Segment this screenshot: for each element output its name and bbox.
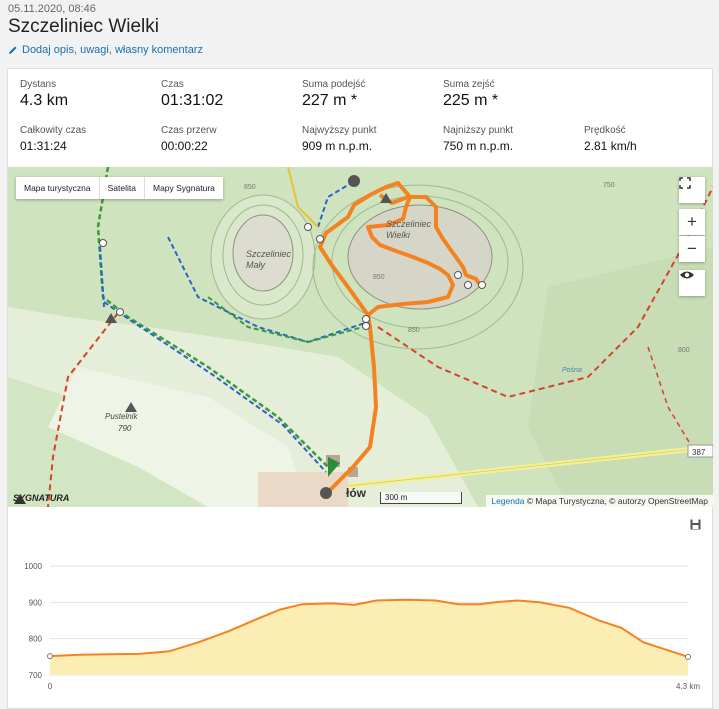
stat-item: Suma podejść 227 m * [302, 79, 442, 110]
x-tick-label: 4.3 km [676, 682, 700, 691]
add-description-label: Dodaj opis, uwagi, własny komentarz [22, 44, 203, 56]
zoom-in-button[interactable]: + [679, 209, 705, 235]
stat-label: Suma zejść [443, 79, 495, 90]
stat-item: Czas przerw 00:00:22 [161, 125, 301, 153]
stat-item: Najwyższy punkt 909 m n.p.m. [302, 125, 442, 153]
y-tick-label: 900 [29, 598, 43, 607]
map-tab-2[interactable]: Mapy Sygnatura [152, 183, 215, 193]
start-flag-icon [328, 457, 340, 477]
save-chart-button[interactable] [690, 519, 701, 533]
brand-label: SYGNATURA [13, 493, 70, 503]
stat-label: Dystans [20, 79, 57, 90]
peak-icon [105, 313, 117, 323]
label-contour: 750 [603, 182, 615, 189]
y-tick-label: 700 [29, 671, 43, 680]
label-szczeliniec-maly: Szczeliniec Mały [246, 249, 292, 270]
map-attribution: Legenda © Mapa Turystyczna, © autorzy Op… [486, 495, 713, 507]
sygnatura-logo-icon [14, 494, 26, 504]
fullscreen-button[interactable] [679, 177, 705, 203]
legend-link[interactable]: Legenda [491, 496, 525, 506]
map-scale: 300 m [380, 492, 462, 504]
stat-label: Prędkość [584, 125, 626, 136]
stat-label: Najwyższy punkt [302, 125, 377, 136]
y-tick-label: 1000 [24, 562, 42, 571]
attribution-text: © Mapa Turystyczna, © autorzy OpenStreet… [526, 496, 708, 506]
stat-item: Prędkość 2.81 km/h [584, 125, 719, 153]
stat-value: 01:31:02 [161, 92, 224, 109]
activity-card: Dystans 4.3 km Czas 01:31:02 Suma podejść 227… [7, 68, 713, 709]
peak-icon [125, 402, 137, 412]
stat-item: Całkowity czas 01:31:24 [20, 125, 160, 153]
end-point [685, 653, 691, 660]
stat-value: 2.81 km/h [584, 139, 637, 153]
zoom-out-button[interactable]: − [679, 236, 705, 262]
map-canvas[interactable]: Szczeliniec Mały Szczeliniec Wielki Pustel… [8, 167, 713, 507]
elevation-area [50, 599, 688, 675]
stat-item: Dystans 4.3 km [20, 79, 160, 110]
map-tab-1[interactable]: Satelita [100, 177, 145, 199]
stat-item: Czas 01:31:02 [161, 79, 301, 110]
stat-value: 227 m * [302, 92, 358, 109]
pencil-icon [9, 46, 17, 54]
eye-icon [680, 271, 694, 279]
stat-item: Najniższy punkt 750 m n.p.m. [443, 125, 583, 153]
stat-label: Czas [161, 79, 184, 90]
stat-label: Suma podejść [302, 79, 366, 90]
activity-date: 05.11.2020, 08:46 [8, 3, 96, 15]
route-map[interactable]: Szczeliniec Mały Szczeliniec Wielki Pustel… [8, 167, 713, 507]
stat-value: 01:31:24 [20, 139, 67, 153]
stat-item: Suma zejść 225 m * [443, 79, 583, 110]
label-pustelnik: Pustelnik [105, 412, 138, 421]
stat-label: Czas przerw [161, 125, 217, 136]
label-contour: 850 [408, 327, 420, 334]
stat-value: 909 m n.p.m. [302, 139, 373, 153]
fullscreen-icon [679, 177, 691, 189]
peak-icon [380, 193, 392, 203]
label-szczeliniec-wielki: Szczeliniec Wielki [386, 219, 432, 240]
sygnatura-logo: SYGNATURA [13, 493, 70, 504]
add-description-link[interactable]: Dodaj opis, uwagi, własny komentarz [8, 44, 203, 56]
label-contour: 850 [373, 274, 385, 281]
stat-label: Całkowity czas [20, 125, 87, 136]
start-point [47, 653, 53, 660]
y-tick-label: 800 [29, 635, 43, 644]
elevation-chart[interactable]: 1000 900 800 700 0 4.3 km [8, 507, 713, 709]
x-tick-label: 0 [48, 682, 53, 691]
map-tab-0[interactable]: Mapa turystyczna [16, 177, 100, 199]
elevation-line [49, 598, 689, 658]
stat-value: 225 m * [443, 92, 499, 109]
map-layer-tabs: Mapa turystyczna Satelita Mapy Sygnatura [16, 177, 223, 199]
label-road-number: 387 [692, 448, 706, 457]
label-contour: 850 [244, 184, 256, 191]
visibility-toggle-button[interactable] [679, 270, 705, 296]
stat-value: 750 m n.p.m. [443, 139, 514, 153]
save-icon [690, 519, 701, 530]
label-pustelnik-altitude: 790 [118, 424, 132, 433]
label-contour: 800 [678, 347, 690, 354]
page-title: Szczeliniec Wielki [8, 16, 159, 37]
label-village: łów [346, 486, 367, 500]
stat-value: 4.3 km [20, 92, 69, 109]
stat-value: 00:00:22 [161, 139, 208, 153]
elevation-plot: 1000 900 800 700 0 4.3 km [24, 562, 700, 691]
label-brook: Pośna [562, 367, 582, 374]
stat-label: Najniższy punkt [443, 125, 514, 136]
